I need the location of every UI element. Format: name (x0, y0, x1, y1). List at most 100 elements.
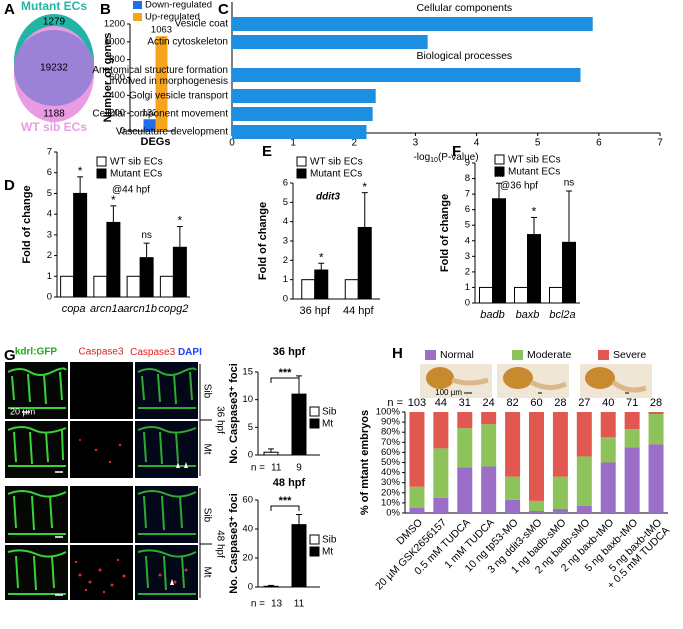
y-tick-label: 9 (465, 158, 470, 169)
y-tick-label: 100% (376, 407, 401, 418)
n-label: 24 (483, 397, 495, 409)
y-tick-label: 2 (283, 255, 288, 266)
bar (106, 221, 121, 298)
y-tick-label: 0 (248, 450, 253, 461)
y-axis-label: Number of genes (102, 33, 114, 123)
y-axis-label: Fold of change (257, 202, 269, 280)
bar-segment (433, 448, 449, 498)
bar-segment (529, 500, 544, 511)
x-tick-label: 3 (413, 138, 419, 149)
panel-label: G (4, 347, 16, 364)
bar-segment (600, 437, 616, 463)
n-label: 40 (602, 397, 614, 409)
x-tick-label: copa (62, 303, 86, 315)
stage-label: 36 hpf (214, 406, 225, 434)
y-tick-label: 600 (109, 72, 125, 83)
bar (291, 393, 307, 456)
y-tick-label: Cellular component movement (92, 109, 228, 120)
bar (232, 68, 581, 82)
significance-label: * (111, 193, 116, 207)
bar (73, 192, 88, 298)
significance-label: *** (279, 367, 293, 379)
bar-segment (624, 429, 640, 448)
panel-label: B (100, 1, 111, 18)
bar-segment (457, 467, 473, 513)
y-tick-label: 50% (381, 457, 401, 468)
significance-label: * (178, 214, 183, 228)
y-tick-label: 6 (465, 204, 470, 215)
y-tick-label: 800 (109, 54, 125, 65)
significance-bracket (270, 505, 300, 511)
legend-swatch (494, 166, 505, 177)
bar-segment (648, 412, 664, 415)
x-axis-label: -log10(P-value) (413, 152, 478, 164)
legend-label: WT sib ECs (110, 157, 163, 168)
bar-segment (624, 447, 640, 513)
panel-label: F (452, 143, 461, 160)
row-label: Mt (201, 443, 212, 454)
legend-swatch (598, 350, 609, 360)
n-label: 28 (554, 397, 566, 409)
bar (263, 585, 279, 588)
y-tick-label: Anatomical structure formation involved i… (92, 65, 228, 87)
venn-count: 1188 (43, 109, 65, 120)
bar (301, 279, 316, 300)
n-label: 82 (506, 397, 518, 409)
x-tick-label: 6 (596, 138, 602, 149)
legend-label: WT sib ECs (508, 155, 561, 166)
bar-segment (624, 412, 640, 430)
y-tick-label: 60 (242, 495, 253, 506)
y-tick-label: 1 (465, 282, 470, 293)
bar (155, 36, 168, 131)
bar (527, 234, 541, 304)
y-tick-label: 40 (242, 524, 253, 535)
bar-segment (576, 456, 592, 506)
y-tick-label: 0 (47, 292, 52, 303)
y-axis-label: No. Caspase3⁺ foci (228, 363, 240, 464)
panel-label: D (4, 177, 15, 194)
venn-set-name: WT sib ECs (21, 120, 87, 134)
legend-label: Severe (613, 349, 646, 361)
y-tick-label: 5 (283, 197, 288, 208)
y-tick-label: 2 (47, 250, 52, 261)
legend-swatch (512, 350, 523, 360)
y-tick-label-line: involved in morphogenesis (110, 76, 228, 87)
significance-label: ns (564, 178, 575, 189)
y-tick-label: 10 (242, 394, 253, 405)
bar (314, 269, 329, 300)
n-label: 11 (271, 463, 282, 474)
significance-label: * (78, 164, 83, 178)
y-tick-label: 2 (465, 266, 470, 277)
y-tick-label: 1200 (104, 19, 125, 30)
y-tick-label: Actin cytoskeleton (147, 37, 228, 48)
row-label: Sib (201, 508, 212, 523)
x-tick-label: 2 (352, 138, 358, 149)
annotation: @36 hpf (500, 181, 538, 192)
bar-segment (433, 497, 449, 513)
annotation: @44 hpf (112, 185, 150, 196)
x-tick-label: arcn1b (123, 303, 157, 315)
y-tick-label: 4 (47, 209, 52, 220)
channel-label: kdrl:GFP (15, 347, 58, 358)
legend-swatch (133, 13, 142, 21)
channel-label-part: Caspase3 (130, 347, 175, 358)
bar (549, 286, 563, 304)
bar (232, 125, 367, 139)
significance-bracket (270, 377, 300, 383)
row-label: Mt (201, 566, 212, 577)
x-tick-label: 1 (290, 138, 296, 149)
x-tick-label: 5 (535, 138, 541, 149)
legend-swatch (309, 534, 320, 545)
n-label: 11 (294, 599, 305, 610)
bar (492, 198, 506, 304)
n-label: 71 (626, 397, 638, 409)
y-tick-label: Vesicle coat (175, 19, 229, 30)
bar-segment (457, 428, 473, 468)
chart-title: 36 hpf (273, 346, 306, 358)
legend-swatch (425, 350, 436, 360)
n-label: 13 (271, 599, 283, 610)
y-axis-label: % of mtant embryos (359, 410, 371, 515)
x-axis-label-part: 10 (430, 157, 438, 164)
x-tick-label: baxb (516, 309, 540, 321)
bar (232, 89, 376, 103)
